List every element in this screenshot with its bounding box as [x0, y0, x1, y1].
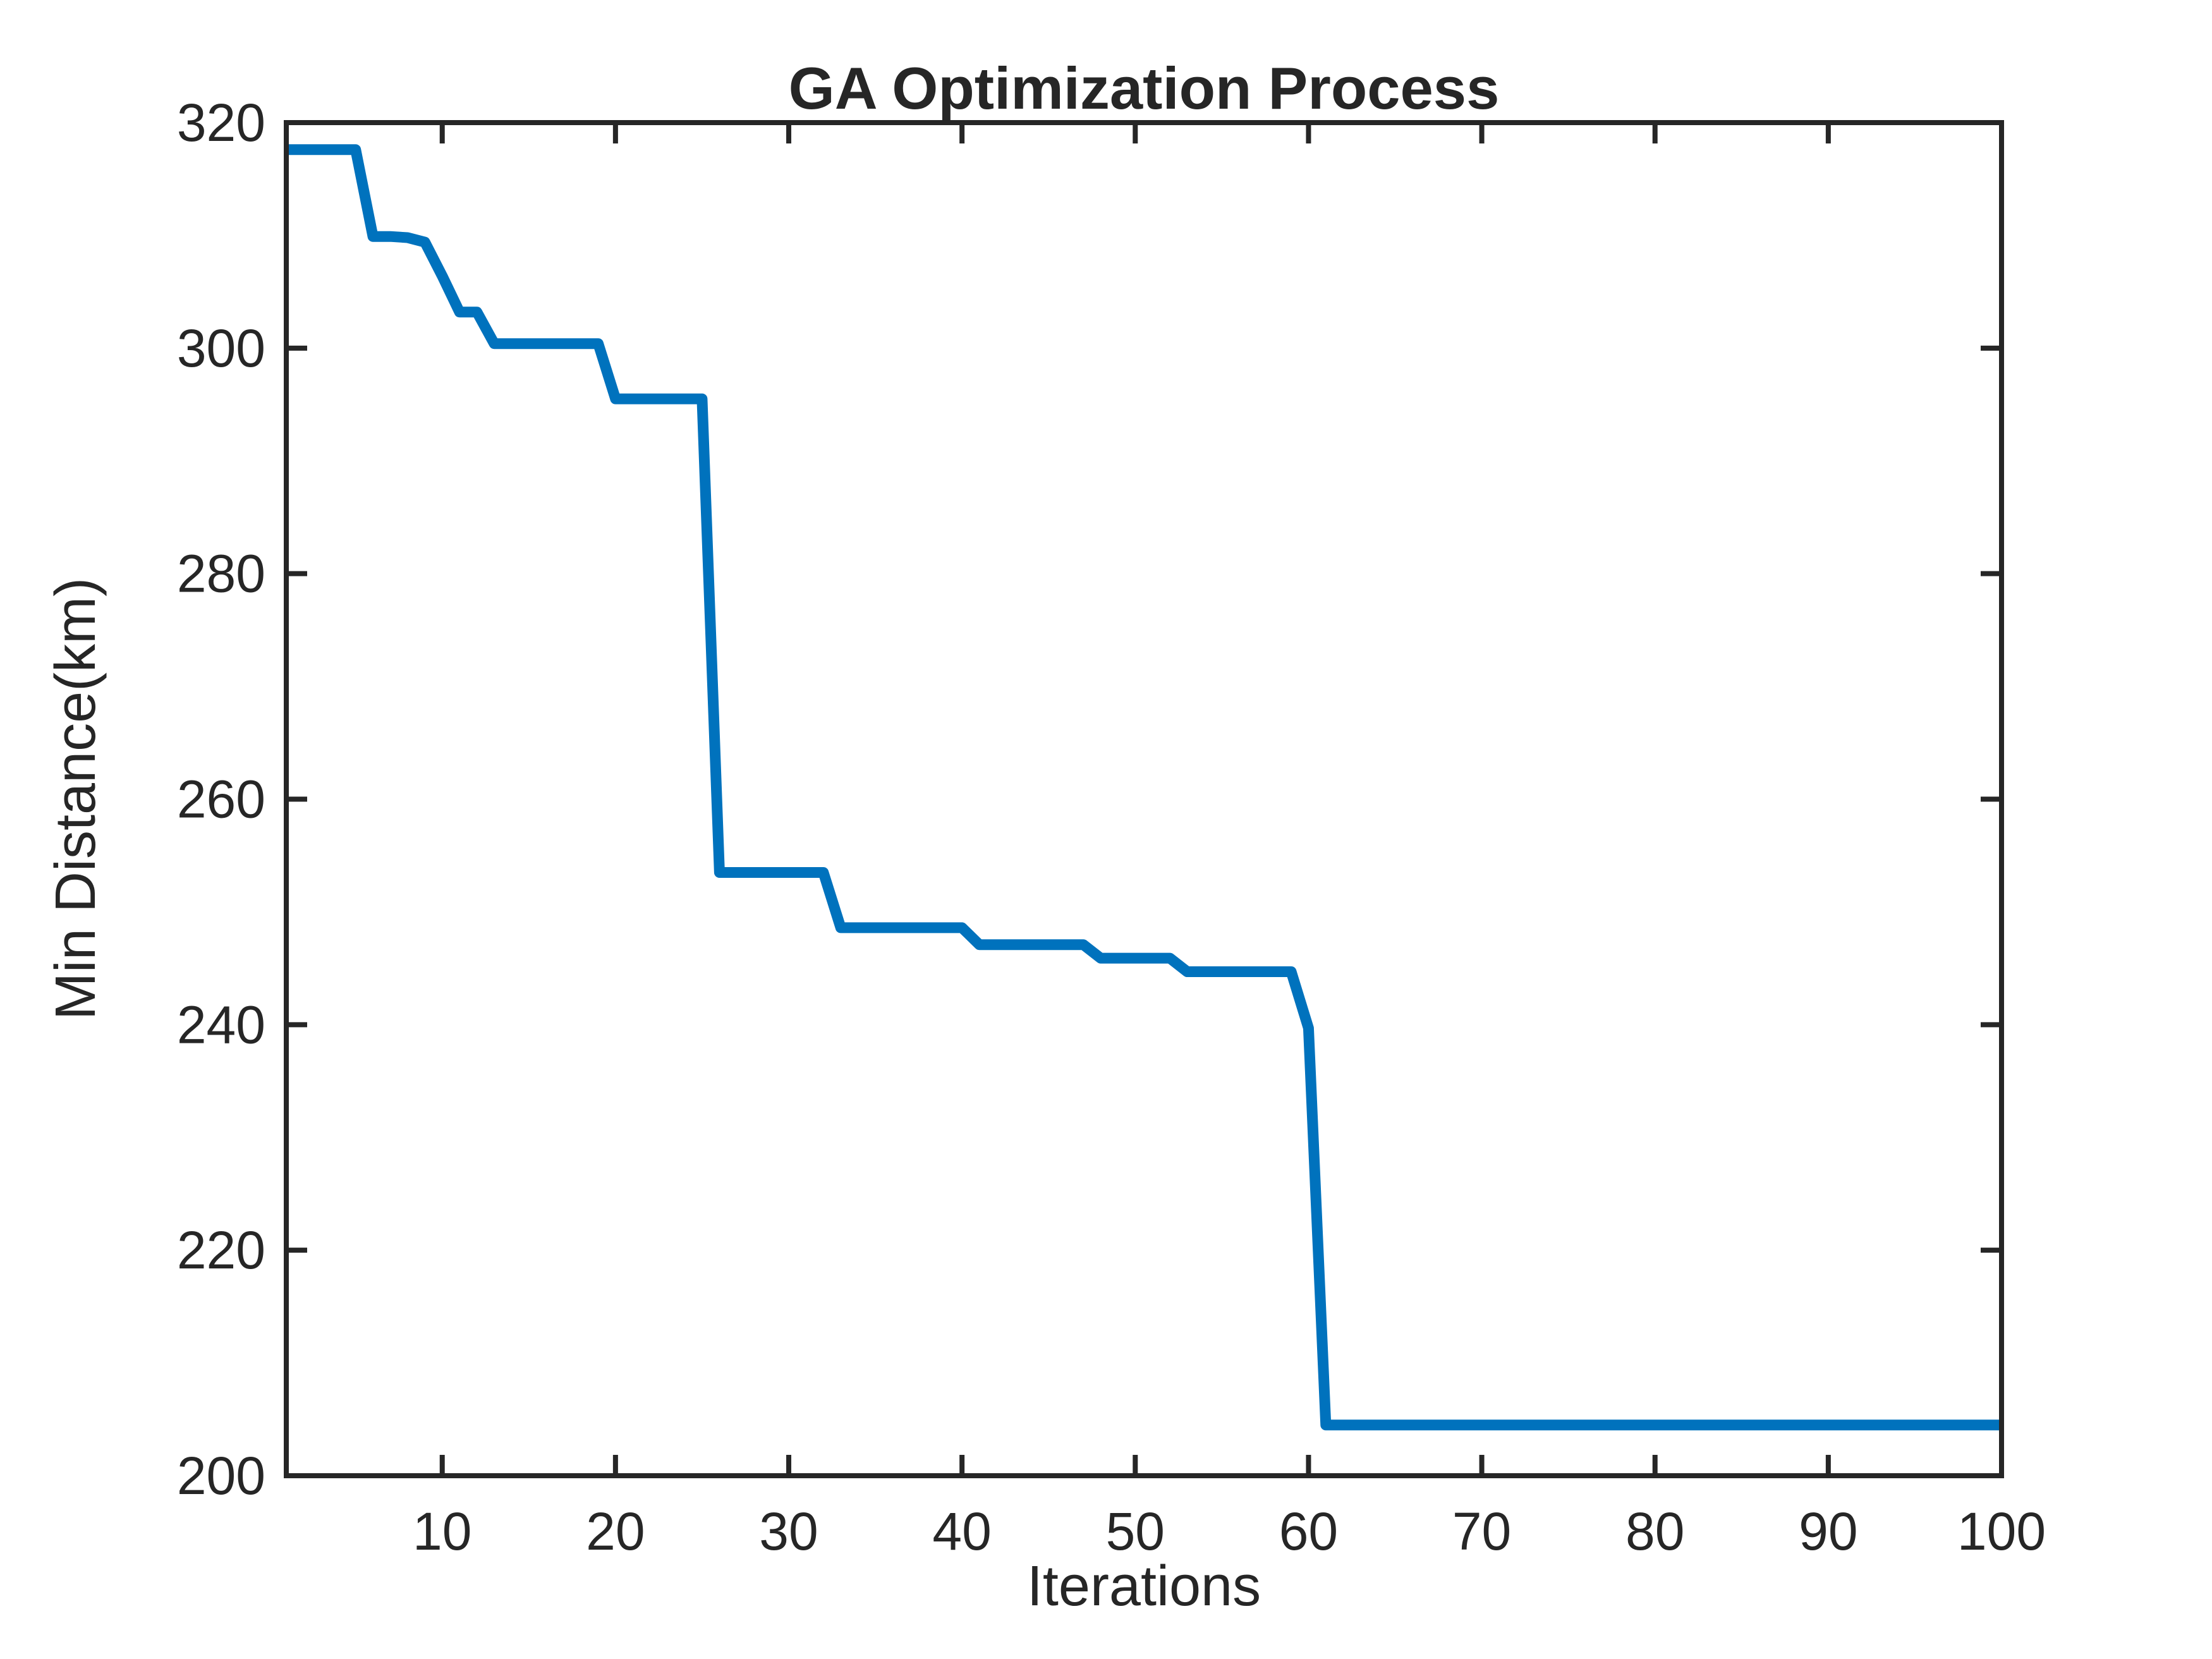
- axes-box: [284, 120, 2004, 1478]
- x-tick-label: 20: [586, 1502, 645, 1561]
- y-axis-label: Min Distance(km): [44, 578, 107, 1020]
- y-tick-label: 300: [177, 319, 265, 378]
- y-tick-label: 260: [177, 770, 265, 829]
- y-tick-label: 240: [177, 995, 265, 1054]
- x-tick-label: 100: [1957, 1502, 2046, 1561]
- x-tick-label: 70: [1452, 1502, 1511, 1561]
- y-tick-label: 220: [177, 1220, 265, 1280]
- ticks-layer: 10 20 30 40 50 60 70 80 90 100 200 220 240 260 280 300 3…: [177, 93, 2046, 1561]
- x-tick-label: 80: [1626, 1502, 1684, 1561]
- x-tick-label: 30: [759, 1502, 818, 1561]
- y-tick-label: 200: [177, 1446, 265, 1505]
- y-tick-label: 320: [177, 93, 265, 152]
- x-tick-label: 90: [1799, 1502, 1857, 1561]
- chart-title: GA Optimization Process: [789, 55, 1500, 121]
- min-distance-line: [286, 144, 2002, 1431]
- x-tick-label: 40: [932, 1502, 991, 1561]
- x-tick-label: 50: [1106, 1502, 1165, 1561]
- x-tick-label: 60: [1279, 1502, 1338, 1561]
- x-tick-label: 10: [413, 1502, 471, 1561]
- y-tick-label: 280: [177, 544, 265, 604]
- x-axis-label: Iterations: [1027, 1555, 1261, 1618]
- line-layer: [286, 144, 2002, 1431]
